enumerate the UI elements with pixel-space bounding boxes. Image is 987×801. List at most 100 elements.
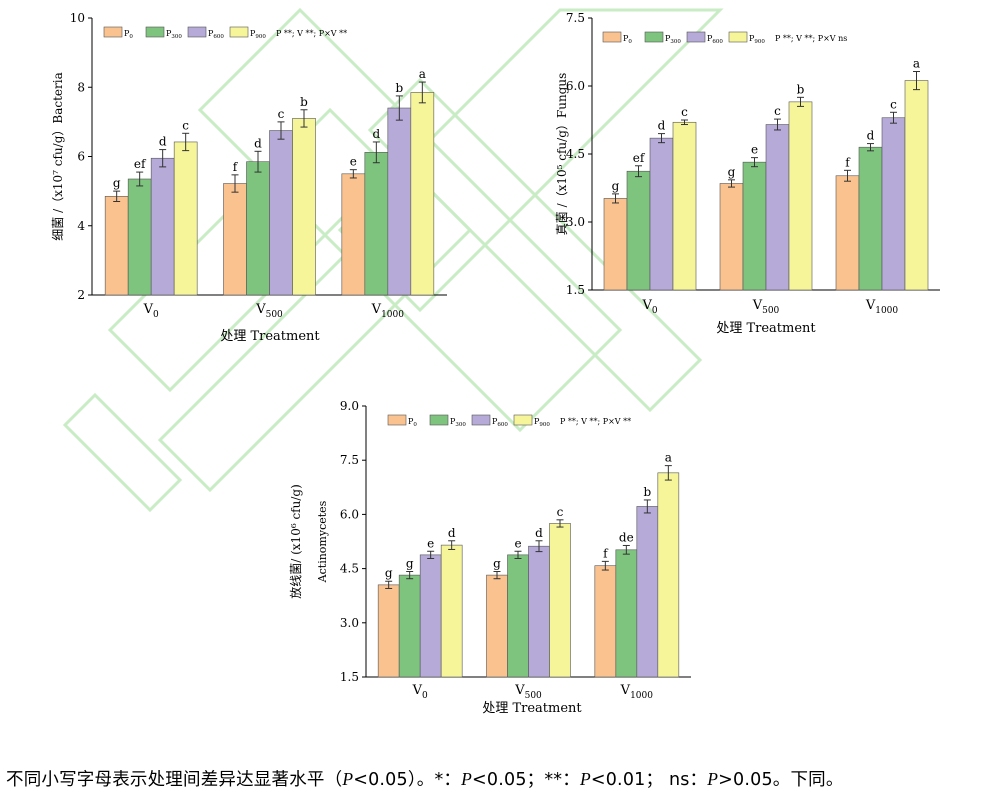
- bar: [719, 183, 744, 291]
- y-tick-label: 9.0: [340, 399, 359, 413]
- bar: [594, 565, 617, 678]
- x-axis-title: 处理 Treatment: [220, 329, 320, 344]
- significance-letter: b: [300, 95, 308, 109]
- bar: [486, 574, 508, 678]
- caption-part2: <0.05）。*：: [353, 770, 462, 790]
- legend: P0 P300 P600 P900 P **; V **; P×V **: [387, 414, 631, 428]
- bar: [765, 124, 790, 291]
- significance-letter: e: [751, 143, 758, 157]
- caption-part3: <0.05；**：: [472, 770, 580, 790]
- bar: [387, 107, 412, 296]
- caption-part5: >0.05。下同。: [718, 770, 844, 790]
- significance-letter: d: [867, 129, 875, 143]
- legend-label: P600: [208, 29, 224, 40]
- legend-label: P600: [707, 34, 723, 45]
- bar: [615, 549, 638, 678]
- bar: [528, 545, 550, 678]
- bar: [173, 141, 198, 296]
- bar: [657, 472, 680, 678]
- legend-stats-note: P **; V **; P×V **: [560, 417, 631, 426]
- legend-swatch: [602, 31, 622, 43]
- bar: [626, 170, 651, 291]
- significance-letter: d: [535, 526, 543, 540]
- y-tick-label: 6.0: [340, 507, 359, 521]
- significance-letter: a: [665, 451, 672, 465]
- bar: [246, 161, 270, 296]
- significance-letter: g: [406, 556, 414, 570]
- x-tick-label: V1000: [865, 298, 899, 316]
- y-tick-label: 3.0: [340, 616, 359, 630]
- significance-letter: c: [182, 118, 189, 132]
- significance-letter: b: [643, 485, 651, 499]
- caption-part4: <0.01； ns：: [590, 770, 708, 790]
- significance-letter: ef: [134, 157, 147, 171]
- caption-p3: P: [579, 769, 591, 789]
- significance-letter: g: [493, 556, 501, 570]
- x-tick-label: V500: [514, 683, 542, 701]
- y-tick-label: 3.0: [566, 215, 585, 229]
- significance-letter: c: [557, 505, 564, 519]
- y-tick-label: 4: [77, 219, 85, 233]
- y-tick-label: 4.5: [566, 147, 585, 161]
- significance-letter: c: [890, 97, 897, 111]
- legend-label: P900: [534, 417, 550, 428]
- x-tick-label: V0: [641, 298, 657, 316]
- legend-label: P300: [450, 417, 466, 428]
- bar: [858, 146, 883, 291]
- bar: [549, 523, 571, 678]
- watermark-shape: [62, 392, 183, 513]
- significance-letter: g: [113, 176, 121, 190]
- legend-label: P300: [166, 29, 182, 40]
- y-tick-label: 7.5: [340, 453, 359, 467]
- bar: [649, 137, 674, 291]
- legend: P0 P300 P600 P900 P **; V **; P×V ns: [602, 31, 847, 45]
- bar: [104, 196, 129, 296]
- legend-stats-note: P **; V **; P×V ns: [775, 34, 847, 43]
- x-tick-label: V1000: [620, 683, 654, 701]
- x-tick-label: V0: [412, 683, 428, 701]
- y-tick-label: 6.0: [566, 79, 585, 93]
- significance-letter: b: [797, 82, 805, 96]
- y-tick-label: 7.5: [566, 11, 585, 25]
- significance-letter: a: [913, 56, 920, 70]
- legend-label: P900: [749, 34, 765, 45]
- bar: [835, 175, 860, 291]
- fungus-chart: 1.53.04.56.07.5真菌 /（x10⁵ cfu/g）Fungus gef…: [555, 11, 940, 336]
- legend-swatch: [229, 26, 249, 38]
- legend-label: P0: [124, 29, 133, 40]
- caption-p4: P: [707, 769, 719, 789]
- significance-letter: d: [448, 526, 456, 540]
- legend: P0 P300 P600 P900 P **; V **; P×V **: [103, 26, 347, 40]
- legend-swatch: [686, 31, 706, 43]
- bar: [410, 92, 435, 296]
- significance-letter: a: [419, 67, 426, 81]
- caption-part1: 不同小写字母表示处理间差异达显著水平（: [6, 770, 343, 790]
- legend-swatch: [644, 31, 664, 43]
- significance-letter: g: [385, 566, 393, 580]
- x-tick-label: V1000: [371, 302, 405, 320]
- y-tick-label: 1.5: [340, 670, 359, 684]
- bar: [377, 584, 400, 678]
- significance-letter: d: [254, 136, 262, 150]
- y-tick-label: 1.5: [566, 283, 585, 297]
- legend-stats-note: P **; V **; P×V **: [276, 29, 347, 38]
- x-tick-label: V0: [143, 302, 159, 320]
- x-tick-label: V500: [752, 298, 780, 316]
- legend-swatch: [103, 26, 123, 38]
- bar: [341, 173, 366, 296]
- y-axis-title: 放线菌/ (x10⁶ cfu/g): [288, 484, 303, 599]
- legend-swatch: [728, 31, 748, 43]
- y-axis-title: 细菌 /（x10⁷ cfu/g）Bacteria: [51, 72, 65, 240]
- y-tick-label: 8: [77, 80, 85, 94]
- significance-letter: b: [395, 81, 403, 95]
- bar: [398, 574, 421, 678]
- legend-swatch: [471, 414, 491, 426]
- significance-letter: g: [612, 179, 620, 193]
- y-tick-label: 2: [77, 288, 85, 302]
- significance-letter: f: [845, 155, 851, 169]
- significance-letter: ef: [633, 151, 646, 165]
- bar: [904, 80, 929, 291]
- caption-p2: P: [461, 769, 473, 789]
- bar: [223, 183, 247, 296]
